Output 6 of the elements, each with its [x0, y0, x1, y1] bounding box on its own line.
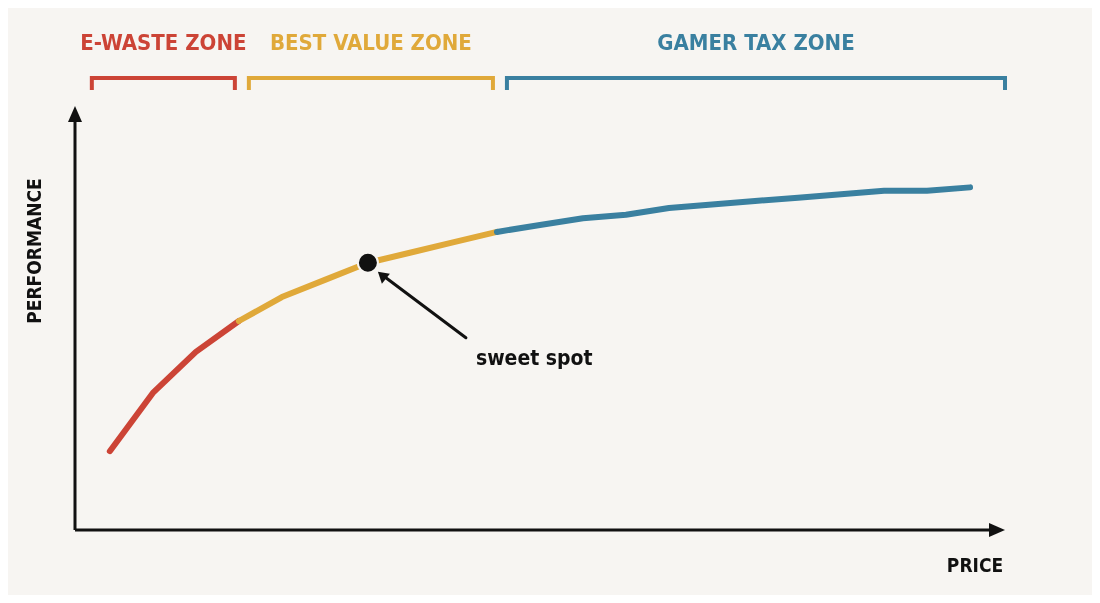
- annotation: sweet spot: [475, 345, 593, 370]
- y-axis-title: PERFORMANCE: [23, 178, 45, 324]
- text: BEST VALUE ZONE: [269, 30, 472, 55]
- x-axis-title: PRICE: [946, 554, 1004, 576]
- text: GAMER TAX ZONE: [657, 30, 855, 55]
- text: E-WASTE ZONE: [80, 30, 247, 55]
